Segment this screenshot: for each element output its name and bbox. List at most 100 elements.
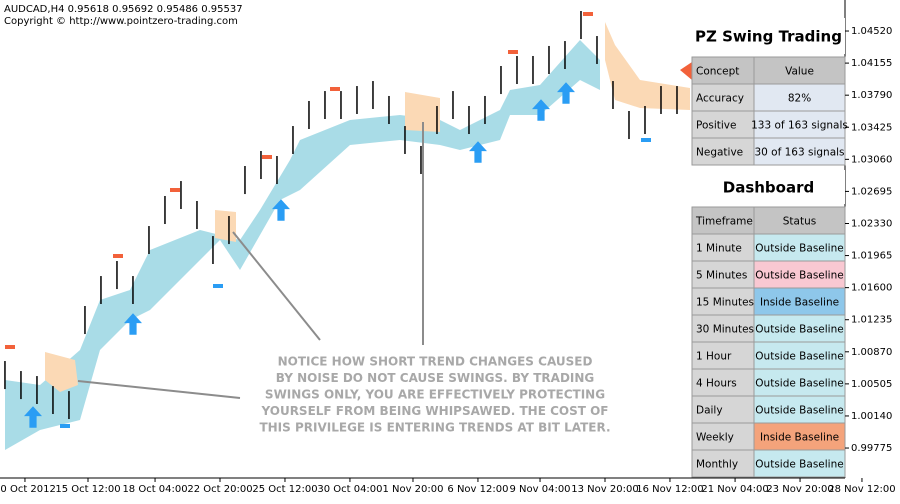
x-tick-label: 13 Nov 20:00 xyxy=(571,484,638,495)
dashboard-status-cell xyxy=(753,449,846,478)
annotation-line: SWINGS ONLY, YOU ARE EFFECTIVELY PROTECT… xyxy=(265,388,605,402)
dashboard-timeframe: 15 Minutes xyxy=(696,297,754,309)
dashboard-status: Inside Baseline xyxy=(760,432,839,444)
swing-high-marker xyxy=(170,188,180,192)
baseline-band xyxy=(5,40,600,450)
stats-value: 133 of 163 signals xyxy=(751,120,848,132)
annotation-pointers xyxy=(77,122,424,399)
x-tick-label: 1 Nov 20:00 xyxy=(382,484,443,495)
y-tick-label: 1.02330 xyxy=(851,218,892,229)
swing-low-marker xyxy=(60,424,70,428)
dashboard-title-box xyxy=(692,170,845,204)
signals xyxy=(5,12,692,428)
y-tick-label: 1.03790 xyxy=(851,90,892,101)
swing-high-marker xyxy=(508,50,518,54)
swing-high-marker xyxy=(330,87,340,91)
dashboard-timeframe: 1 Hour xyxy=(696,351,732,363)
dashboard-status: Outside Baseline xyxy=(755,351,843,363)
y-tick-label: 1.00870 xyxy=(851,347,892,358)
swing-low-marker xyxy=(641,138,651,142)
stats-concept: Accuracy xyxy=(696,93,744,105)
dashboard-status-cell xyxy=(753,287,846,316)
annotation-line: THIS PRIVILEGE IS ENTERING TRENDS AT BIT… xyxy=(259,421,610,435)
dashboard-timeframe: 30 Minutes xyxy=(696,324,754,336)
dashboard-timeframe: Monthly xyxy=(696,459,738,471)
dashboard-status: Outside Baseline xyxy=(755,243,843,255)
sell-arrow xyxy=(680,62,692,80)
x-tick-label: 30 Oct 04:00 xyxy=(317,484,382,495)
x-tick-label: 21 Nov 04:00 xyxy=(701,484,768,495)
panel-title-box xyxy=(692,18,845,54)
stats-concept: Negative xyxy=(696,147,743,159)
panel-title: PZ Swing Trading xyxy=(695,28,842,46)
stats-header-cell xyxy=(753,56,846,85)
x-tick-label: 23 Nov 20:00 xyxy=(766,484,833,495)
stats-header-cell xyxy=(691,56,755,85)
x-tick-label: 9 Nov 04:00 xyxy=(509,484,570,495)
y-tick-label: 1.01235 xyxy=(851,315,892,326)
dashboard-timeframe-cell xyxy=(691,233,755,262)
dashboard-timeframe-cell xyxy=(691,449,755,478)
y-tick-label: 1.04155 xyxy=(851,58,892,69)
dashboard-timeframe: 1 Minute xyxy=(696,243,742,255)
dashboard-title: Dashboard xyxy=(723,179,814,197)
x-tick-label: 18 Oct 04:00 xyxy=(122,484,187,495)
annotation-line: BY NOISE DO NOT CAUSE SWINGS. BY TRADING xyxy=(276,371,595,385)
x-tick-label: 10 Oct 2012 xyxy=(0,484,56,495)
swing-high-marker xyxy=(113,254,123,258)
stats-value: 82% xyxy=(788,93,811,105)
dashboard-status: Outside Baseline xyxy=(755,459,843,471)
x-tick-label: 15 Oct 12:00 xyxy=(55,484,120,495)
dashboard-timeframe: Weekly xyxy=(696,432,734,444)
y-tick-label: 1.04520 xyxy=(851,26,892,37)
price-bars xyxy=(4,10,678,420)
stats-value-cell xyxy=(753,110,846,139)
chart-title: AUDCAD,H4 0.95618 0.95692 0.95486 0.9553… xyxy=(4,4,243,15)
swing-high-marker xyxy=(583,12,593,16)
x-tick-label: 6 Nov 12:00 xyxy=(447,484,508,495)
y-tick-label: 0.99775 xyxy=(851,443,892,454)
dashboard-status-cell xyxy=(753,260,846,289)
y-tick-label: 1.01965 xyxy=(851,251,892,262)
baseline-band-inside xyxy=(405,92,440,132)
stats-concept-cell xyxy=(691,83,755,112)
dashboard-timeframe: Daily xyxy=(696,405,723,417)
stats-value-cell xyxy=(753,137,846,166)
y-tick-label: 1.03060 xyxy=(851,154,892,165)
dashboard-status: Outside Baseline xyxy=(755,405,843,417)
annotation: NOTICE HOW SHORT TREND CHANGES CAUSED BY … xyxy=(259,355,610,435)
chart-subtitle: Copyright © http://www.pointzero-trading… xyxy=(4,16,238,27)
y-tick-label: 1.00140 xyxy=(851,411,892,422)
dashboard-status: Outside Baseline xyxy=(755,324,843,336)
baseline-band-inside xyxy=(605,22,690,110)
baseline-band-inside xyxy=(215,210,236,242)
stats-concept: Positive xyxy=(696,120,736,132)
dashboard-timeframe-cell xyxy=(691,260,755,289)
dashboard-status: Outside Baseline xyxy=(755,378,843,390)
swing-high-marker xyxy=(5,345,15,349)
stats-header: Concept xyxy=(696,66,739,78)
pointer-line xyxy=(232,231,321,341)
x-tick-label: 28 Nov 12:00 xyxy=(828,484,895,495)
y-tick-label: 1.02695 xyxy=(851,186,892,197)
x-tick-label: 22 Oct 20:00 xyxy=(187,484,252,495)
dashboard-header: Status xyxy=(783,216,816,228)
swing-high-marker xyxy=(262,155,272,159)
dashboard-timeframe-cell xyxy=(691,287,755,316)
x-tick-label: 16 Nov 12:00 xyxy=(636,484,703,495)
stats-value: 30 of 163 signals xyxy=(754,147,844,159)
baseline-band-inside xyxy=(45,352,78,392)
stats-value-cell xyxy=(753,83,846,112)
dashboard-status-cell xyxy=(753,422,846,451)
annotation-line: YOURSELF FROM BEING WHIPSAWED. THE COST … xyxy=(260,404,608,418)
dashboard-timeframe: 4 Hours xyxy=(696,378,737,390)
dashboard-status-cell xyxy=(753,395,846,424)
dashboard-header: Timeframe xyxy=(695,216,753,228)
dashboard-timeframe: 5 Minutes xyxy=(696,270,747,282)
swing-low-marker xyxy=(213,284,223,288)
y-tick-label: 1.01600 xyxy=(851,283,892,294)
stats-concept-cell xyxy=(691,137,755,166)
dashboard-timeframe-cell xyxy=(691,422,755,451)
